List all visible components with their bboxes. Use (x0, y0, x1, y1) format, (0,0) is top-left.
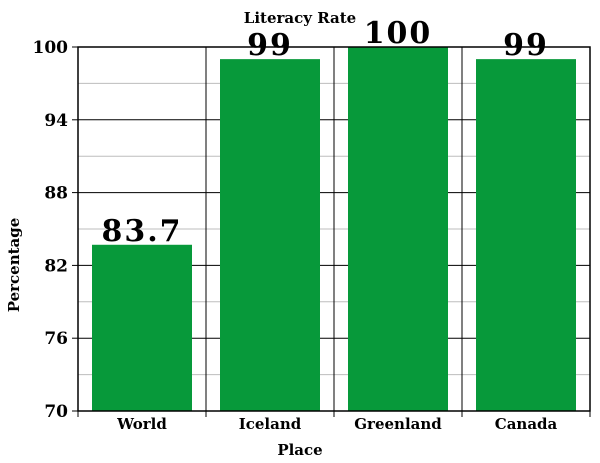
y-tick-label: 82 (44, 256, 68, 276)
data-label-world: 83.7 (101, 214, 182, 249)
x-tick-label: Greenland (354, 415, 442, 433)
bar-greenland (348, 47, 448, 411)
y-tick-label: 94 (44, 111, 68, 131)
y-tick-label: 88 (44, 184, 68, 204)
bar-iceland (220, 59, 320, 412)
x-tick-label: Canada (495, 415, 558, 433)
plot-frame (72, 46, 591, 417)
y-axis-label: Percentage (5, 218, 23, 313)
tick-labels: World Iceland Greenland Canada 70 76 82 88 94 100 (33, 38, 558, 433)
bar-canada (476, 59, 576, 412)
data-label-iceland: 99 (247, 28, 293, 63)
bar-world (92, 244, 192, 411)
y-tick-label: 100 (33, 38, 69, 58)
data-labels: 83.7 99 100 99 (101, 16, 549, 249)
data-label-canada: 99 (503, 28, 549, 63)
data-label-greenland: 100 (364, 16, 433, 51)
y-tick-label: 70 (44, 402, 68, 422)
y-tick-label: 76 (44, 329, 68, 349)
x-tick-label: Iceland (239, 415, 302, 433)
bars (92, 47, 576, 412)
plot-border (77, 46, 591, 412)
x-axis-label: Place (277, 441, 322, 459)
chart-title: Literacy Rate (244, 9, 356, 27)
x-tick-label: World (116, 415, 167, 433)
